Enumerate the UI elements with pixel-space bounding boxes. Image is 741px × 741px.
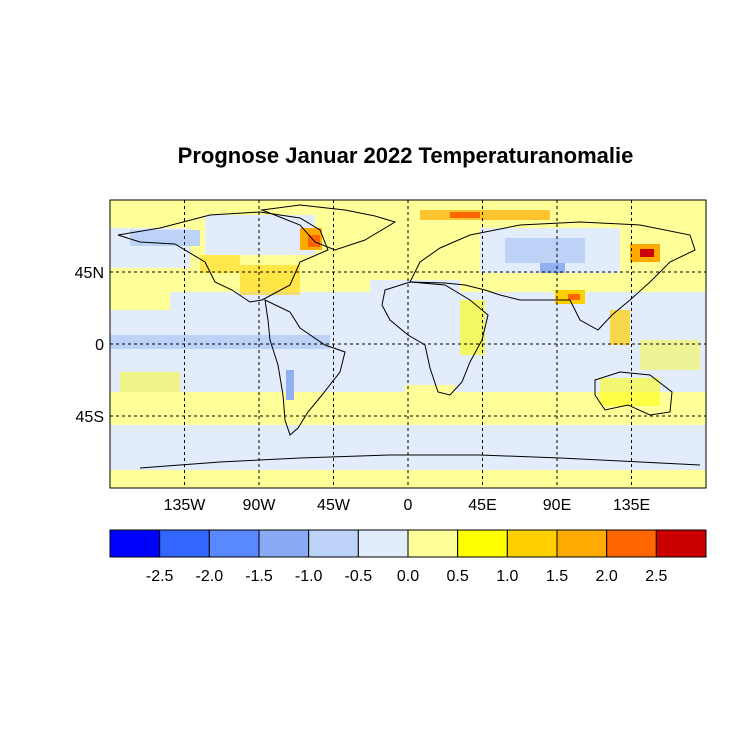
west-siberia-blue: [505, 238, 585, 263]
colorbar-swatch: [159, 529, 210, 558]
south-america-outline: [264, 299, 346, 436]
colorbar-swatch: [109, 529, 161, 558]
colorbar-tick-label: -1.5: [245, 568, 273, 585]
lat-tick-label: 0: [95, 337, 104, 354]
longitude-tick-labels: 135W 90W 45W 0 45E 90E 135E: [164, 497, 651, 514]
himalaya-hot: [568, 294, 580, 300]
colorbar-swatch: [655, 529, 707, 558]
colorbar-swatch: [357, 529, 409, 558]
usa-warm: [240, 265, 300, 295]
colorbar-swatch: [606, 529, 657, 558]
colorbar-tick-label: 0.0: [397, 568, 419, 585]
equatorial-pacific-blue: [110, 335, 330, 349]
colorbar-tick-label: -2.0: [196, 568, 224, 585]
arctic-warm: [420, 210, 550, 220]
colorbar-swatch: [556, 529, 608, 558]
lon-tick-label: 45E: [468, 497, 496, 514]
lon-tick-label: 0: [404, 497, 413, 514]
lon-tick-label: 135E: [613, 497, 650, 514]
north-america-outline: [117, 211, 329, 303]
map-title: Prognose Januar 2022 Temperaturanomalie: [177, 143, 634, 168]
lon-tick-label: 90W: [243, 497, 277, 514]
colorbar-swatch: [208, 529, 260, 558]
colorbar-labels: -2.5 -2.0 -1.5 -1.0 -0.5 0.0 0.5 1.0 1.5 2.0 2.5: [146, 568, 668, 585]
north-africa-light-blue: [370, 280, 460, 340]
colorbar-tick-label: -0.5: [345, 568, 373, 585]
australia-outline: [594, 371, 673, 416]
australia-yellow: [600, 378, 660, 406]
east-africa-yellow: [460, 300, 485, 355]
west-pacific-yellow: [640, 340, 700, 370]
southeast-asia-warm: [610, 310, 630, 345]
east-siberia-hot: [640, 249, 654, 257]
lon-tick-label: 90E: [543, 497, 571, 514]
map-gridlines: [110, 200, 706, 488]
colorbar-tick-label: 0.5: [447, 568, 469, 585]
antarctica-outline: [139, 454, 701, 469]
west-coast-warm: [200, 255, 240, 273]
africa-outline: [381, 281, 489, 396]
colorbar-tick-label: -1.0: [295, 568, 323, 585]
greenland-outline: [260, 204, 397, 251]
canada-light-blue: [205, 215, 315, 255]
central-asia-blue: [540, 263, 565, 273]
lon-tick-label: 135W: [164, 497, 207, 514]
latitude-tick-labels: 45N 0 45S: [75, 265, 104, 426]
colorbar-tick-label: 2.0: [596, 568, 618, 585]
south-pacific-yellow: [120, 372, 180, 392]
andes-blue: [286, 370, 294, 400]
eurasia-outline: [409, 221, 696, 331]
colorbar-swatch: [258, 529, 310, 558]
coastlines: [117, 204, 701, 469]
subtropical-pacific-yellow: [110, 280, 170, 310]
colorbar-swatch: [457, 529, 508, 558]
colorbar-swatch: [506, 529, 558, 558]
colorbar-tick-label: 1.0: [496, 568, 518, 585]
south-atlantic-yellow: [405, 385, 455, 401]
colorbar-swatch: [407, 529, 459, 558]
colorbar-tick-label: 1.5: [546, 568, 568, 585]
lat-tick-label: 45S: [76, 409, 104, 426]
colorbar-swatch: [308, 529, 359, 558]
colorbar-tick-label: -2.5: [146, 568, 174, 585]
lat-tick-label: 45N: [75, 265, 104, 282]
lon-tick-label: 45W: [317, 497, 351, 514]
colorbar-tick-label: 2.5: [645, 568, 667, 585]
colorbar: [109, 529, 707, 558]
barents-hot: [450, 212, 480, 218]
